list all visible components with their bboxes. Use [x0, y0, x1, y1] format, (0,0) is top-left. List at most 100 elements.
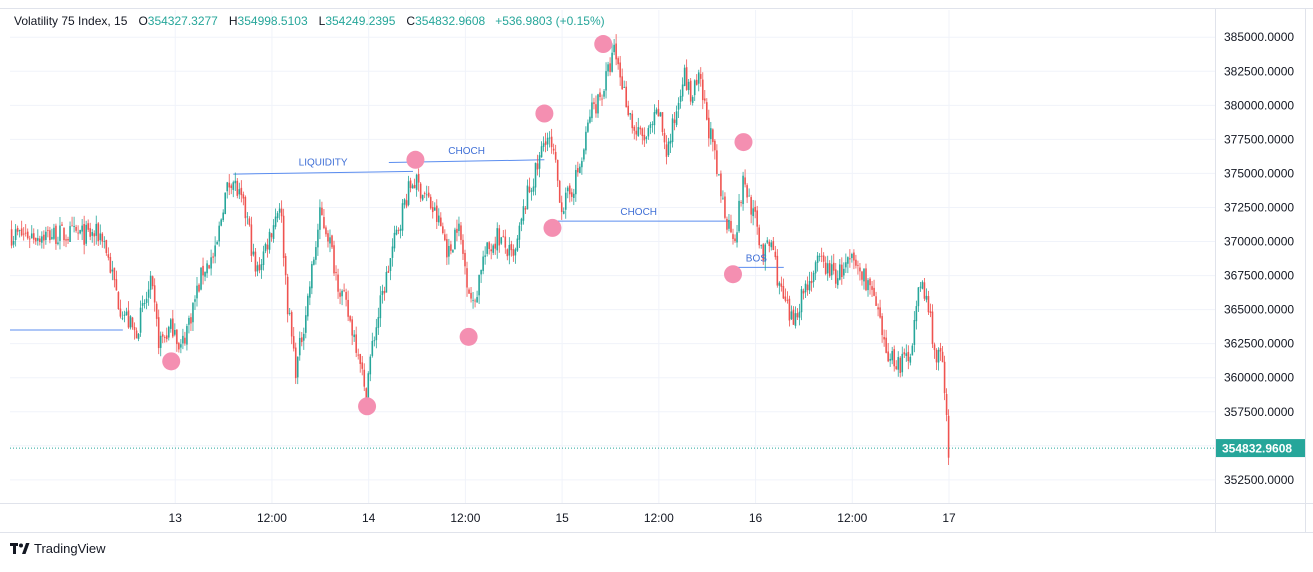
- annotation-label[interactable]: CHOCH: [448, 146, 485, 157]
- symbol-legend[interactable]: Volatility 75 Index, 15 O354327.3277 H35…: [14, 14, 605, 28]
- candle-body: [818, 256, 821, 257]
- candle: [248, 216, 251, 227]
- candle-body: [210, 257, 212, 269]
- candle: [317, 223, 319, 256]
- candle-body: [893, 349, 896, 367]
- candle-body: [85, 224, 87, 244]
- candle-body: [337, 274, 339, 292]
- candle-body: [556, 159, 559, 181]
- candle: [264, 242, 267, 254]
- candle: [157, 309, 160, 355]
- candle: [167, 325, 170, 341]
- candle-body: [367, 373, 370, 400]
- candle-body: [464, 252, 466, 267]
- candle-body: [566, 187, 569, 192]
- candle: [337, 268, 339, 299]
- candle-body: [381, 290, 384, 296]
- candle-body: [93, 233, 96, 237]
- pivot-marker[interactable]: [162, 352, 181, 371]
- candle: [435, 199, 438, 229]
- candle-body: [613, 44, 615, 53]
- candle: [830, 255, 833, 281]
- candle: [663, 128, 666, 150]
- tradingview-branding[interactable]: TradingView: [10, 541, 106, 556]
- candle-body: [51, 237, 53, 239]
- candle: [589, 109, 591, 124]
- candle-body: [208, 265, 210, 269]
- candle: [452, 249, 454, 253]
- candle: [218, 221, 220, 247]
- pivot-marker[interactable]: [724, 265, 742, 284]
- candle-body: [770, 242, 773, 248]
- candle-body: [446, 239, 448, 258]
- candle-body: [494, 243, 497, 249]
- candle: [61, 221, 63, 226]
- candle-body: [236, 180, 239, 196]
- candle-body: [806, 284, 809, 291]
- candle: [619, 55, 621, 86]
- candle: [47, 226, 49, 238]
- pivot-markers: [162, 35, 753, 416]
- symbol-name[interactable]: Volatility 75 Index, 15: [14, 14, 128, 28]
- candle-body: [538, 155, 541, 169]
- pivot-marker[interactable]: [535, 104, 554, 123]
- candle-body: [810, 280, 813, 284]
- annotation-label[interactable]: CHOCH: [620, 207, 657, 218]
- candle-body: [405, 200, 408, 207]
- pivot-marker[interactable]: [459, 327, 478, 346]
- candle-body: [482, 256, 484, 271]
- candle: [28, 235, 31, 249]
- candle-body: [425, 194, 428, 196]
- candle-body: [178, 343, 180, 350]
- candle: [736, 224, 738, 248]
- candle: [593, 97, 595, 110]
- candle: [929, 303, 932, 318]
- candle: [752, 199, 754, 226]
- pivot-marker[interactable]: [406, 150, 425, 169]
- candle: [399, 224, 402, 239]
- pivot-marker[interactable]: [594, 35, 613, 54]
- candle-body: [329, 237, 331, 244]
- candle-body: [385, 271, 388, 293]
- pivot-marker[interactable]: [358, 397, 377, 416]
- candle-body: [101, 233, 104, 242]
- candle-body: [609, 63, 611, 73]
- candle: [405, 193, 408, 209]
- candle: [288, 307, 291, 316]
- candle: [808, 271, 811, 294]
- pivot-marker[interactable]: [734, 133, 753, 152]
- candle: [69, 221, 71, 243]
- candle-body: [550, 136, 553, 148]
- candle-body: [756, 210, 758, 227]
- candle: [853, 249, 855, 270]
- pivot-marker[interactable]: [543, 218, 562, 237]
- candle-body: [897, 357, 900, 370]
- candle: [347, 290, 349, 322]
- candle-body: [317, 229, 319, 248]
- grid-lines: [10, 10, 1215, 503]
- candle-body: [458, 223, 460, 231]
- candle-body: [276, 213, 279, 219]
- candle: [75, 224, 77, 233]
- time-tick-label: 13: [169, 511, 183, 525]
- price-axis[interactable]: 352500.0000 357500.0000 360000.0000 362500.…: [1224, 30, 1294, 487]
- candle: [816, 251, 819, 272]
- candle-body: [107, 254, 110, 258]
- annotation-line[interactable]: [233, 170, 414, 175]
- candle: [448, 238, 450, 265]
- candle: [252, 243, 255, 257]
- candle: [393, 225, 396, 252]
- candle-body: [593, 102, 595, 104]
- annotation-label[interactable]: BOS: [746, 253, 767, 264]
- candle: [810, 271, 813, 292]
- candle-body: [631, 113, 634, 129]
- candle-body: [792, 309, 795, 325]
- candle: [635, 121, 638, 141]
- candle: [71, 216, 73, 227]
- annotation-label[interactable]: LIQUIDITY: [299, 157, 348, 168]
- candle-body: [691, 97, 694, 103]
- candle-body: [433, 207, 436, 211]
- drawings-lines: [10, 159, 784, 331]
- time-axis[interactable]: 13 12:00 14 12:00 15 12:00 16 12:00 17: [169, 511, 956, 525]
